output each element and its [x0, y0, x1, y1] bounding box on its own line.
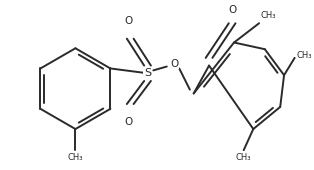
- Text: CH₃: CH₃: [236, 153, 252, 162]
- Text: O: O: [124, 116, 133, 126]
- Text: CH₃: CH₃: [68, 153, 83, 162]
- Text: O: O: [228, 5, 236, 15]
- Text: CH₃: CH₃: [261, 11, 277, 20]
- Text: CH₃: CH₃: [296, 52, 312, 61]
- Text: O: O: [170, 59, 179, 69]
- Text: S: S: [144, 68, 151, 78]
- Text: O: O: [124, 16, 133, 26]
